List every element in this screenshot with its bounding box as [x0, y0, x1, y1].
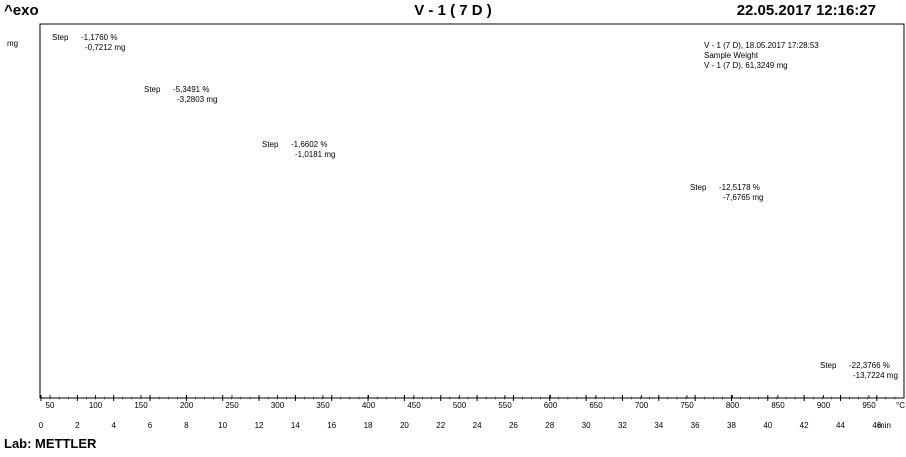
x-time-unit: min: [878, 421, 891, 430]
x-time-tick-label: 40: [763, 421, 772, 430]
y-axis-label: mg: [7, 39, 18, 48]
x-time-tick-label: 42: [800, 421, 809, 430]
x-time-tick-label: 16: [327, 421, 336, 430]
lab-label: Lab: METTLER: [4, 436, 97, 451]
x-time-tick-label: 10: [218, 421, 227, 430]
x-temp-tick-label: 300: [271, 401, 285, 410]
x-time-tick-label: 28: [545, 421, 554, 430]
x-temp-tick-label: 650: [589, 401, 603, 410]
step-percent: -5,3491 %: [173, 85, 209, 94]
x-time-tick-label: 18: [364, 421, 373, 430]
sample-info-line: V - 1 (7 D), 18.05.2017 17:28:53: [704, 41, 819, 50]
x-time-tick-label: 20: [400, 421, 409, 430]
sample-info-line: Sample Weight: [704, 51, 759, 60]
x-time-tick-label: 38: [727, 421, 736, 430]
x-temp-tick-label: 350: [316, 401, 330, 410]
x-temp-tick-label: 950: [862, 401, 876, 410]
x-time-tick-label: 32: [618, 421, 627, 430]
x-time-tick-label: 4: [111, 421, 116, 430]
step-percent: -1,6602 %: [291, 140, 327, 149]
x-temp-tick-label: 50: [46, 401, 55, 410]
x-temp-tick-label: 250: [225, 401, 239, 410]
x-time-tick-label: 0: [39, 421, 44, 430]
step-mass: -0,7212 mg: [85, 43, 125, 52]
step-label: Step: [52, 33, 69, 42]
x-time-tick-label: 24: [473, 421, 482, 430]
x-temp-tick-label: 700: [635, 401, 649, 410]
step-mass: -1,0181 mg: [295, 150, 335, 159]
x-temp-unit: °C: [896, 401, 905, 410]
x-temp-tick-label: 850: [771, 401, 785, 410]
step-label: Step: [262, 140, 279, 149]
x-time-tick-label: 2: [75, 421, 80, 430]
x-temp-tick-label: 400: [362, 401, 376, 410]
x-temp-tick-label: 750: [680, 401, 694, 410]
chart-title: V - 1 ( 7 D ): [414, 2, 492, 19]
step-mass: -3,2803 mg: [177, 95, 217, 104]
sample-info-line: V - 1 (7 D), 61,3249 mg: [704, 61, 788, 70]
step-label: Step: [144, 85, 161, 94]
x-time-tick-label: 26: [509, 421, 518, 430]
x-time-tick-label: 12: [255, 421, 264, 430]
x-temp-tick-label: 100: [89, 401, 103, 410]
x-temp-tick-label: 150: [134, 401, 148, 410]
x-time-tick-label: 14: [291, 421, 300, 430]
x-time-tick-label: 8: [184, 421, 189, 430]
x-time-tick-label: 30: [582, 421, 591, 430]
x-temp-tick-label: 450: [407, 401, 421, 410]
step-label: Step: [820, 361, 837, 370]
step-percent: -1,1760 %: [81, 33, 117, 42]
x-temp-tick-label: 550: [498, 401, 512, 410]
x-time-tick-label: 46: [872, 421, 881, 430]
step-label: Step: [690, 183, 707, 192]
x-time-tick-label: 34: [654, 421, 663, 430]
x-temp-tick-label: 800: [726, 401, 740, 410]
x-time-tick-label: 36: [691, 421, 700, 430]
plot-frame: [39, 23, 905, 399]
timestamp: 22.05.2017 12:16:27: [736, 2, 876, 19]
step-percent: -12,5178 %: [719, 183, 760, 192]
x-temp-tick-label: 500: [453, 401, 467, 410]
step-percent: -22,3766 %: [849, 361, 890, 370]
exo-direction-label: ^exo: [4, 2, 39, 19]
x-time-tick-label: 22: [436, 421, 445, 430]
x-time-tick-label: 6: [148, 421, 153, 430]
x-time-tick-label: 44: [836, 421, 845, 430]
step-mass: -7,6765 mg: [723, 193, 763, 202]
x-temp-tick-label: 200: [180, 401, 194, 410]
step-mass: -13,7224 mg: [853, 371, 898, 380]
x-temp-tick-label: 900: [817, 401, 831, 410]
x-temp-tick-label: 600: [544, 401, 558, 410]
